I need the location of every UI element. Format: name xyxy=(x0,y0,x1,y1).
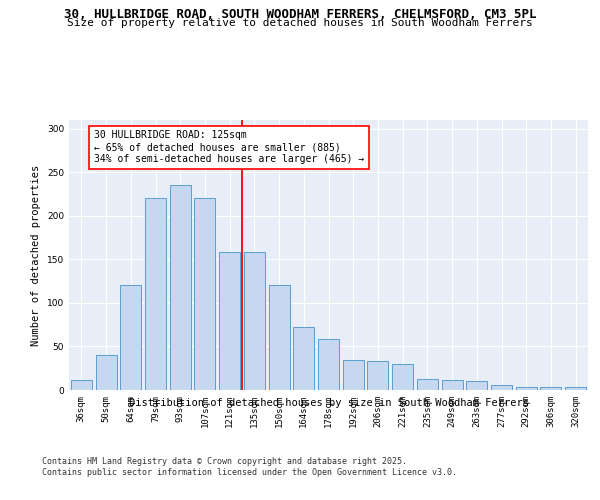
Text: 30 HULLBRIDGE ROAD: 125sqm
← 65% of detached houses are smaller (885)
34% of sem: 30 HULLBRIDGE ROAD: 125sqm ← 65% of deta… xyxy=(94,130,364,164)
Bar xyxy=(120,286,141,390)
Bar xyxy=(565,388,586,390)
Bar xyxy=(392,364,413,390)
Text: Distribution of detached houses by size in South Woodham Ferrers: Distribution of detached houses by size … xyxy=(129,398,529,407)
Bar xyxy=(516,386,537,390)
Bar xyxy=(170,186,191,390)
Y-axis label: Number of detached properties: Number of detached properties xyxy=(31,164,41,346)
Bar xyxy=(466,382,487,390)
Bar xyxy=(541,388,562,390)
Text: Contains HM Land Registry data © Crown copyright and database right 2025.
Contai: Contains HM Land Registry data © Crown c… xyxy=(42,458,457,477)
Bar xyxy=(318,340,339,390)
Text: 30, HULLBRIDGE ROAD, SOUTH WOODHAM FERRERS, CHELMSFORD, CM3 5PL: 30, HULLBRIDGE ROAD, SOUTH WOODHAM FERRE… xyxy=(64,8,536,20)
Bar xyxy=(442,380,463,390)
Text: Size of property relative to detached houses in South Woodham Ferrers: Size of property relative to detached ho… xyxy=(67,18,533,28)
Bar xyxy=(194,198,215,390)
Bar xyxy=(71,380,92,390)
Bar xyxy=(491,385,512,390)
Bar xyxy=(417,378,438,390)
Bar xyxy=(95,355,116,390)
Bar xyxy=(269,286,290,390)
Bar xyxy=(244,252,265,390)
Bar xyxy=(367,362,388,390)
Bar xyxy=(145,198,166,390)
Bar xyxy=(219,252,240,390)
Bar xyxy=(343,360,364,390)
Bar xyxy=(293,328,314,390)
